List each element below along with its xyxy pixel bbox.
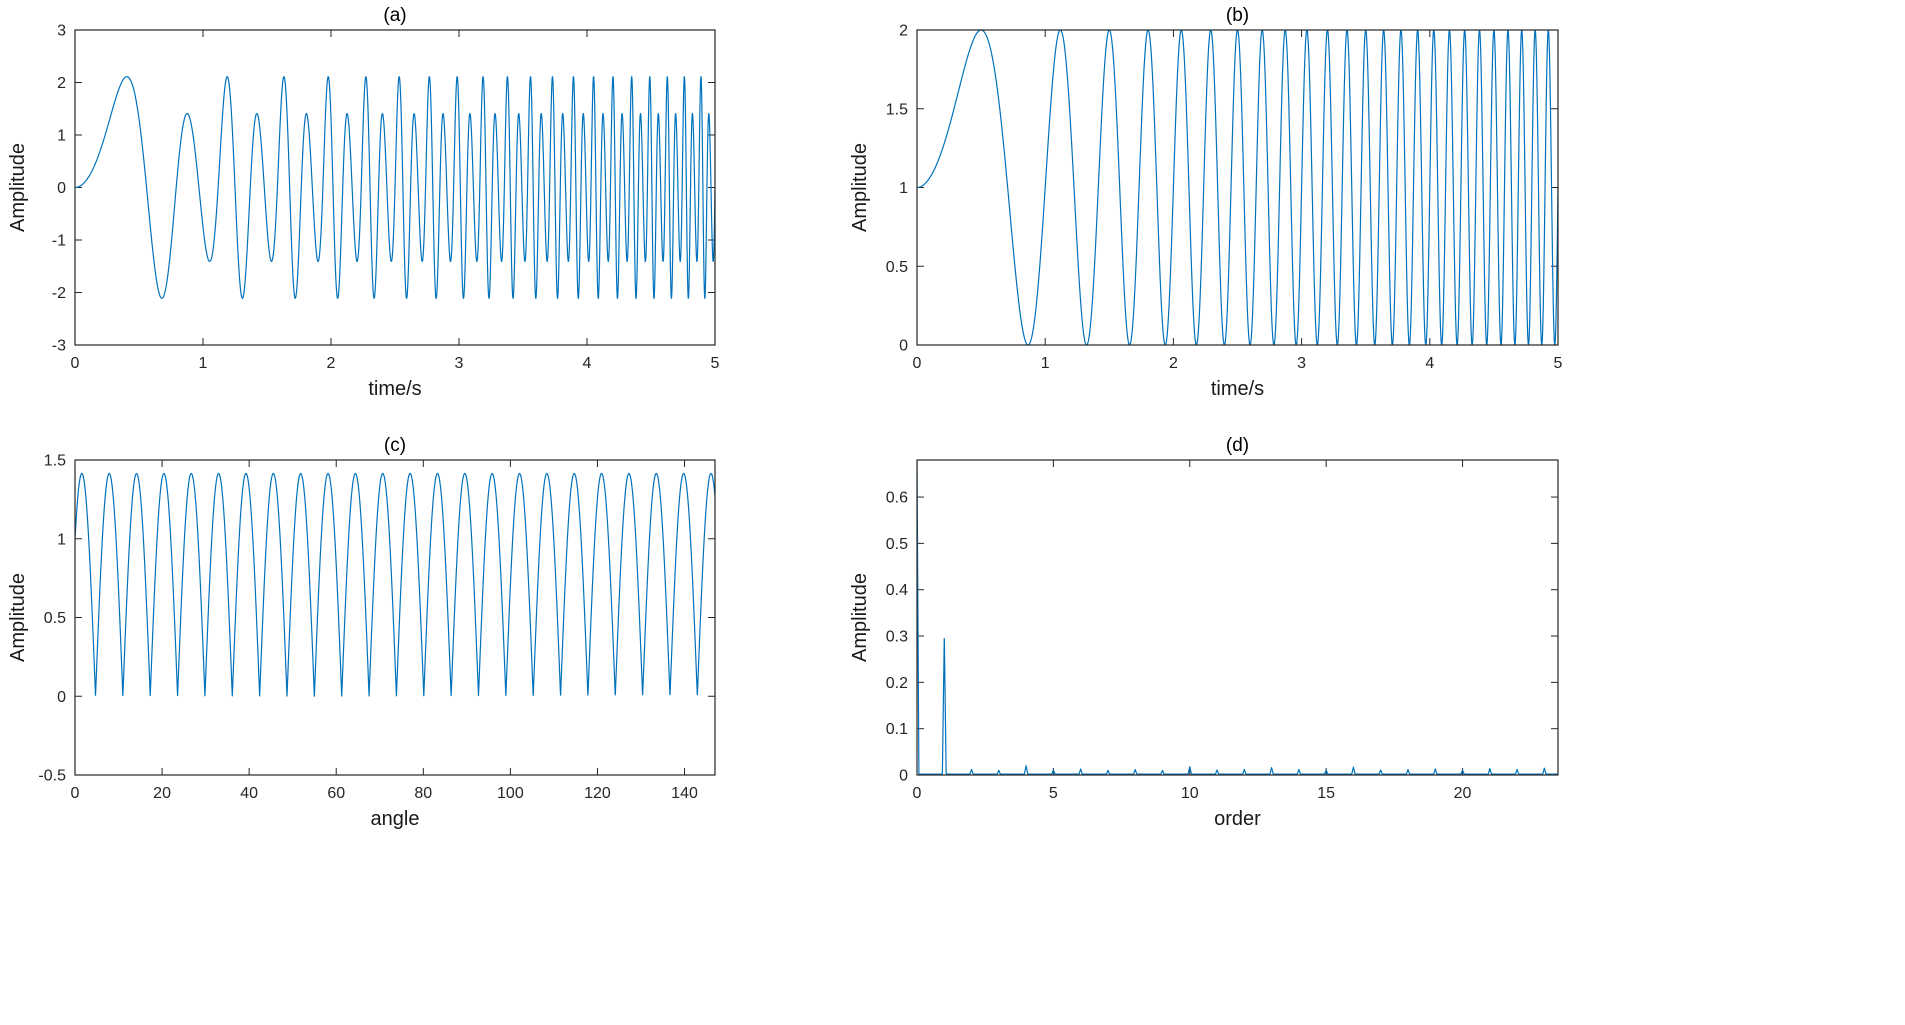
axes-box-a [74, 29, 716, 346]
subplot-b: 0 1 2 3 4 5 0 0.5 1 1.5 2 (b) time/s Amplitude [849, 5, 1563, 400]
x-tick-label: 60 [327, 785, 345, 802]
y-tick-label: 0 [57, 180, 66, 197]
y-axis-label-c: Amplitude [7, 573, 29, 662]
x-tick-label: 4 [1425, 355, 1434, 372]
x-tick-label: 0 [71, 355, 80, 372]
x-tick-label: 1 [199, 355, 208, 372]
y-tick-label: 0.5 [886, 259, 908, 276]
x-tick-label: 140 [671, 785, 698, 802]
waveform-line-b [917, 30, 1558, 345]
x-tick-label: 80 [414, 785, 432, 802]
x-tick-label: 3 [1297, 355, 1306, 372]
y-axis-label-a: Amplitude [7, 143, 29, 232]
y-tick-label: -0.5 [38, 768, 66, 785]
x-axis-label-c: angle [371, 808, 420, 830]
y-axis-label-b: Amplitude [849, 143, 871, 232]
x-tick-label: 2 [327, 355, 336, 372]
subplot-d: 0 5 10 15 20 0 0.1 0.2 0.3 0.4 0.5 0.6 (d) order Ampli… [849, 435, 1559, 830]
waveform-line-c [75, 472, 715, 697]
y-tick-label: 1 [899, 180, 908, 197]
x-tick-label: 5 [1049, 785, 1058, 802]
y-tick-label: -1 [52, 233, 66, 250]
spectrum-line-d [917, 462, 1558, 775]
y-tick-label: 0.4 [886, 582, 908, 599]
x-tick-label: 2 [1169, 355, 1178, 372]
y-tick-label: 0.3 [886, 629, 908, 646]
waveform-line-a [75, 76, 715, 299]
y-tick-label: 1 [57, 128, 66, 145]
x-tick-label: 1 [1041, 355, 1050, 372]
x-tick-label: 120 [584, 785, 611, 802]
y-tick-label: 0 [899, 338, 908, 355]
subplot-d-title: (d) [1226, 435, 1249, 456]
subplot-c-title: (c) [384, 435, 406, 456]
x-tick-label: 20 [1454, 785, 1472, 802]
y-tick-label: 0.2 [886, 675, 908, 692]
x-tick-label: 0 [71, 785, 80, 802]
y-tick-label: 1 [57, 531, 66, 548]
x-axis-label-d: order [1214, 808, 1261, 830]
x-axis-label-a: time/s [368, 378, 421, 400]
x-tick-label: 0 [913, 785, 922, 802]
y-tick-label: 0.5 [44, 610, 66, 627]
x-tick-label: 0 [913, 355, 922, 372]
axes-box-d [916, 459, 1559, 776]
x-tick-label: 15 [1317, 785, 1335, 802]
y-tick-label: 0 [57, 689, 66, 706]
y-tick-label: 0.1 [886, 721, 908, 738]
x-tick-label: 20 [153, 785, 171, 802]
axes-box-c [74, 459, 716, 776]
y-tick-label: 1.5 [886, 101, 908, 118]
x-tick-label: 4 [583, 355, 592, 372]
y-tick-label: -3 [52, 338, 66, 355]
x-tick-label: 100 [497, 785, 524, 802]
y-tick-label: 0.5 [886, 536, 908, 553]
y-axis-label-d: Amplitude [849, 573, 871, 662]
subplot-a: 0 1 2 3 4 5 -3 -2 -1 0 1 2 3 (a) time/s Amplitude [7, 5, 720, 400]
x-tick-label: 5 [711, 355, 720, 372]
x-tick-label: 10 [1181, 785, 1199, 802]
subplot-c: 0 20 40 60 80 100 120 140 -0.5 0 0.5 1 1.5 (c) angle Am… [7, 435, 716, 830]
y-tick-label: 0.6 [886, 490, 908, 507]
y-tick-label: -2 [52, 285, 66, 302]
x-tick-label: 5 [1554, 355, 1563, 372]
y-tick-label: 2 [57, 75, 66, 92]
y-tick-label: 0 [899, 768, 908, 785]
y-tick-label: 3 [57, 23, 66, 40]
axes-box-b [916, 29, 1559, 346]
subplot-b-title: (b) [1226, 5, 1249, 26]
x-tick-label: 40 [240, 785, 258, 802]
x-axis-label-b: time/s [1211, 378, 1264, 400]
y-tick-label: 1.5 [44, 453, 66, 470]
y-tick-label: 2 [899, 23, 908, 40]
subplot-a-title: (a) [383, 5, 406, 26]
x-tick-label: 3 [455, 355, 464, 372]
